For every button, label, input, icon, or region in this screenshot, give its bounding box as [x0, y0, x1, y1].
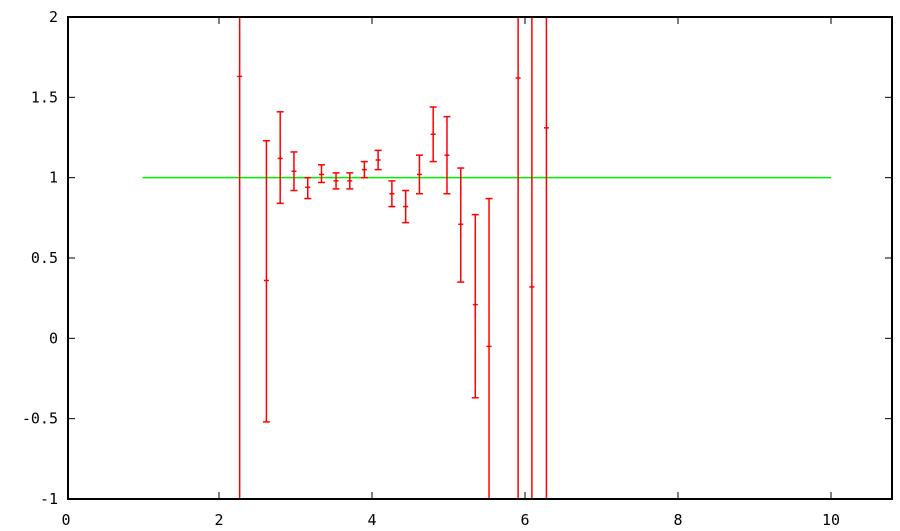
data-point — [485, 197, 493, 499]
data-point — [360, 160, 368, 179]
data-point — [374, 149, 382, 171]
data-point — [304, 176, 312, 200]
data-point — [262, 139, 270, 423]
data-point — [443, 115, 451, 195]
y-tick-label: 0 — [49, 329, 58, 347]
data-point — [402, 189, 410, 224]
data-point — [429, 106, 437, 163]
data-point — [346, 172, 354, 190]
axes-layer: 0 2 4 6 8 10 -1 -0.5 0 0.5 1 1.5 2 — [22, 8, 893, 529]
data-point — [290, 151, 298, 192]
data-points-layer — [237, 17, 549, 499]
data-point — [388, 180, 396, 208]
data-point — [543, 17, 549, 499]
y-tick-label: -0.5 — [22, 410, 58, 428]
y-tick-label: 2 — [49, 8, 58, 26]
data-point — [515, 17, 521, 499]
data-point — [237, 17, 243, 499]
data-point — [457, 167, 465, 283]
x-tick-label: 10 — [822, 511, 840, 529]
y-tick-label: 0.5 — [31, 249, 58, 267]
x-tick-label: 2 — [214, 511, 223, 529]
y-tick-label: 1.5 — [31, 88, 58, 106]
data-point — [415, 154, 423, 195]
x-tick-label: 8 — [673, 511, 682, 529]
x-tick-label: 0 — [61, 511, 70, 529]
data-point — [471, 213, 479, 399]
x-tick-label: 6 — [520, 511, 529, 529]
data-point — [318, 164, 326, 184]
y-tick-label: 1 — [49, 169, 58, 187]
data-point — [529, 17, 535, 499]
data-point — [332, 172, 340, 190]
y-tick-label: -1 — [40, 490, 58, 508]
data-point — [276, 111, 284, 205]
x-tick-label: 4 — [367, 511, 376, 529]
